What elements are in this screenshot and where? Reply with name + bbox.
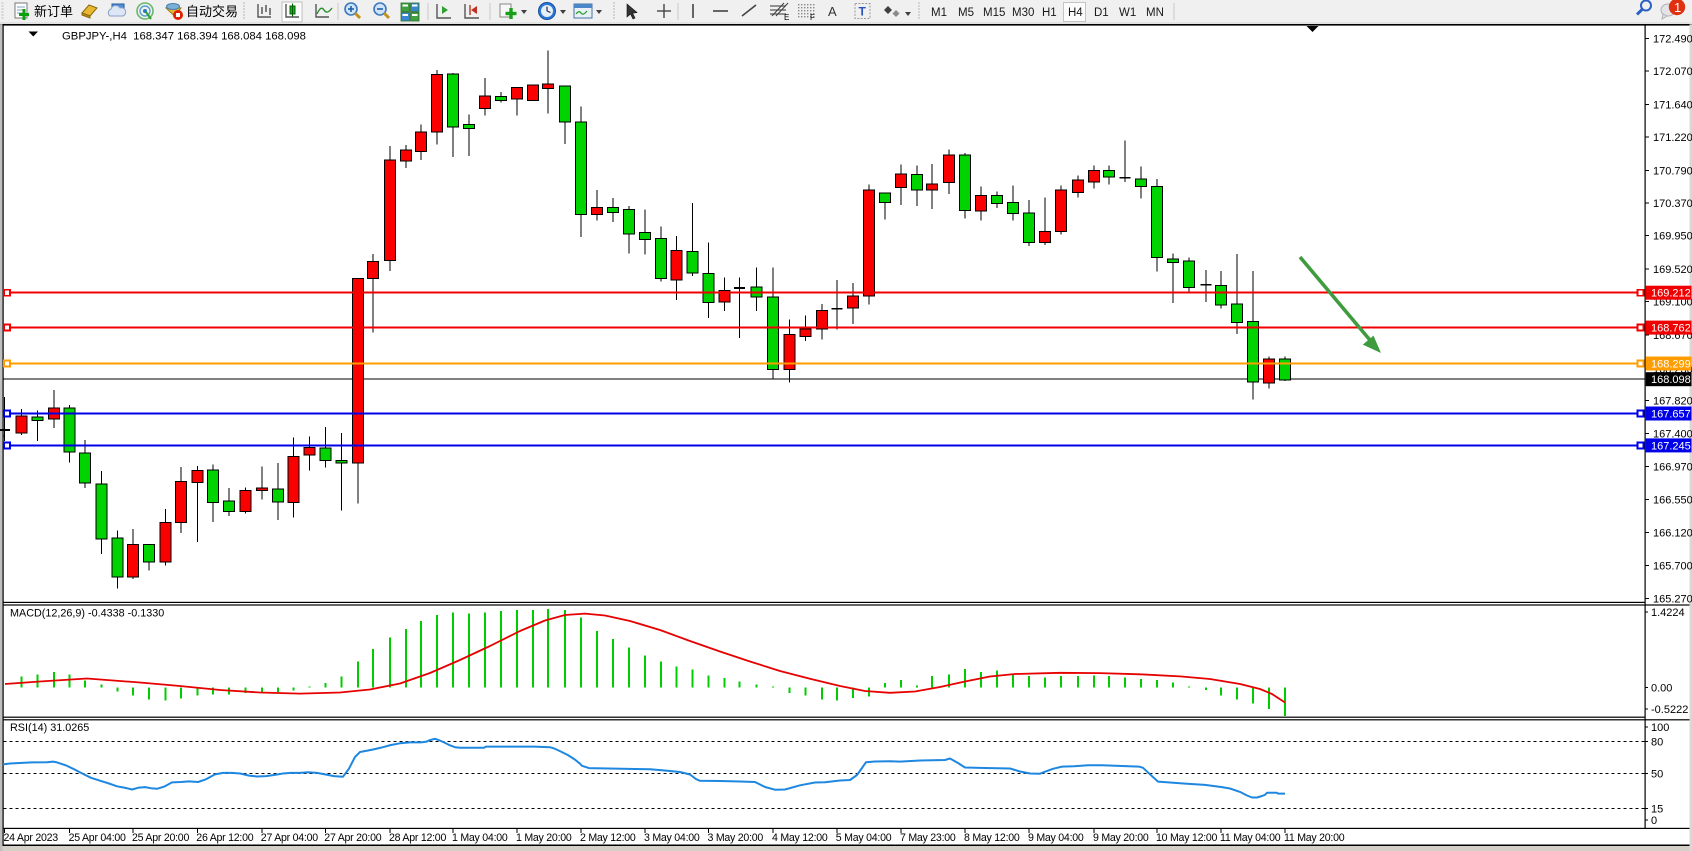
- svg-text:166.970: 166.970: [1653, 462, 1692, 474]
- svg-text:11 May 04:00: 11 May 04:00: [1220, 832, 1281, 844]
- svg-text:1 May 04:00: 1 May 04:00: [452, 832, 508, 844]
- svg-text:M1: M1: [931, 7, 947, 19]
- svg-text:RSI(14) 31.0265: RSI(14) 31.0265: [10, 722, 89, 734]
- svg-text:167.400: 167.400: [1653, 428, 1692, 440]
- svg-text:170.790: 170.790: [1653, 165, 1692, 177]
- svg-text:A: A: [828, 4, 837, 19]
- svg-text:172.070: 172.070: [1653, 66, 1692, 78]
- svg-text:171.640: 171.640: [1653, 99, 1692, 111]
- svg-text:169.950: 169.950: [1653, 231, 1692, 243]
- svg-text:T: T: [859, 5, 867, 19]
- svg-text:25 Apr 20:00: 25 Apr 20:00: [132, 832, 189, 844]
- svg-text:169.520: 169.520: [1653, 264, 1692, 276]
- svg-text:27 Apr 20:00: 27 Apr 20:00: [324, 832, 381, 844]
- svg-text:165.270: 165.270: [1653, 594, 1692, 606]
- svg-text:168.098: 168.098: [1651, 374, 1691, 386]
- svg-text:10 May 12:00: 10 May 12:00: [1156, 832, 1218, 844]
- svg-text:27 Apr 04:00: 27 Apr 04:00: [261, 832, 318, 844]
- svg-text:M30: M30: [1012, 7, 1034, 19]
- svg-text:166.120: 166.120: [1653, 528, 1692, 540]
- svg-text:M15: M15: [983, 7, 1005, 19]
- svg-text:9 May 04:00: 9 May 04:00: [1028, 832, 1084, 844]
- svg-text:168.299: 168.299: [1651, 359, 1691, 371]
- svg-text:80: 80: [1651, 737, 1663, 749]
- svg-text:1: 1: [1674, 0, 1681, 15]
- svg-text:169.212: 169.212: [1651, 288, 1691, 300]
- svg-text:0.00: 0.00: [1651, 683, 1672, 695]
- svg-text:11 May 20:00: 11 May 20:00: [1284, 832, 1345, 844]
- svg-text:MN: MN: [1146, 7, 1164, 19]
- svg-text:8 May 12:00: 8 May 12:00: [964, 832, 1020, 844]
- svg-text:1 May 20:00: 1 May 20:00: [516, 832, 572, 844]
- svg-text:0: 0: [1651, 815, 1657, 827]
- svg-text:165.700: 165.700: [1653, 560, 1692, 572]
- svg-text:自动交易: 自动交易: [186, 4, 238, 19]
- svg-text:25 Apr 04:00: 25 Apr 04:00: [69, 832, 126, 844]
- svg-text:28 Apr 12:00: 28 Apr 12:00: [389, 832, 446, 844]
- svg-text:E: E: [784, 13, 789, 22]
- svg-text:167.657: 167.657: [1651, 409, 1691, 421]
- svg-text:15: 15: [1651, 804, 1663, 816]
- svg-text:170.370: 170.370: [1653, 198, 1692, 210]
- svg-text:D1: D1: [1094, 7, 1109, 19]
- svg-text:MACD(12,26,9) -0.4338 -0.1330: MACD(12,26,9) -0.4338 -0.1330: [10, 608, 164, 620]
- svg-text:50: 50: [1651, 769, 1663, 781]
- svg-text:3 May 04:00: 3 May 04:00: [644, 832, 700, 844]
- svg-text:M5: M5: [958, 7, 974, 19]
- svg-text:新订单: 新订单: [34, 4, 73, 19]
- svg-text:7 May 23:00: 7 May 23:00: [900, 832, 956, 844]
- svg-text:H4: H4: [1068, 7, 1083, 19]
- svg-text:26 Apr 12:00: 26 Apr 12:00: [196, 832, 253, 844]
- svg-text:GBPJPY-,H4 168.347 168.394 16: GBPJPY-,H4 168.347 168.394 168.084 168.0…: [62, 31, 306, 43]
- svg-text:171.220: 171.220: [1653, 132, 1692, 144]
- svg-text:172.490: 172.490: [1653, 33, 1692, 45]
- svg-text:H1: H1: [1042, 7, 1057, 19]
- svg-text:-0.5222: -0.5222: [1651, 704, 1688, 716]
- svg-text:5 May 04:00: 5 May 04:00: [836, 832, 892, 844]
- svg-text:24 Apr 2023: 24 Apr 2023: [4, 832, 59, 844]
- svg-text:9 May 20:00: 9 May 20:00: [1093, 832, 1149, 844]
- svg-text:4 May 12:00: 4 May 12:00: [772, 832, 828, 844]
- svg-text:F: F: [810, 13, 815, 22]
- svg-text:166.550: 166.550: [1653, 494, 1692, 506]
- svg-text:1.4224: 1.4224: [1651, 607, 1685, 619]
- svg-text:167.820: 167.820: [1653, 396, 1692, 408]
- svg-text:W1: W1: [1119, 7, 1136, 19]
- svg-text:3 May 20:00: 3 May 20:00: [708, 832, 764, 844]
- svg-text:168.762: 168.762: [1651, 323, 1691, 335]
- svg-text:2 May 12:00: 2 May 12:00: [580, 832, 636, 844]
- svg-text:100: 100: [1651, 722, 1669, 734]
- svg-text:167.245: 167.245: [1651, 440, 1691, 452]
